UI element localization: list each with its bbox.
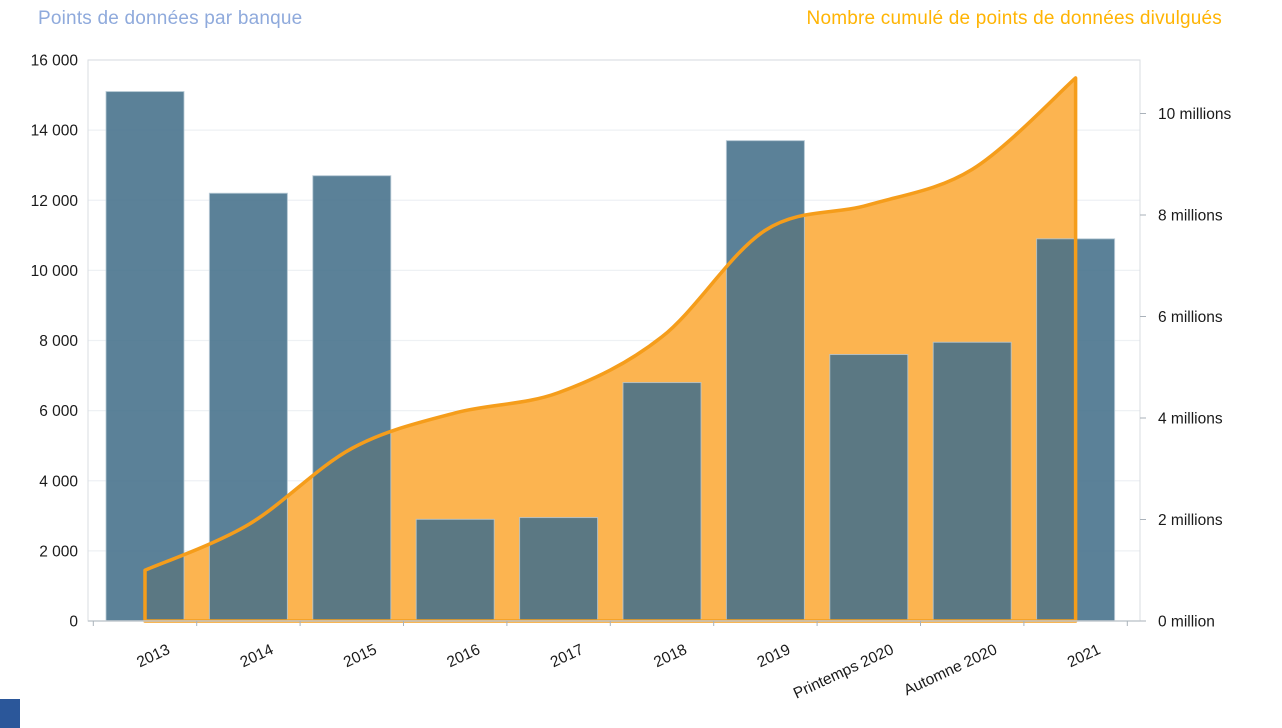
left-series-title: Points de données par banque: [38, 8, 303, 29]
left-axis-label: 14 000: [31, 123, 79, 140]
right-axis-label: 10 millions: [1158, 106, 1231, 123]
x-axis-label: 2013: [134, 641, 172, 671]
right-axis-label: 4 millions: [1158, 411, 1223, 428]
right-axis-label: 8 millions: [1158, 208, 1223, 225]
bar-2013: [105, 91, 185, 622]
bar-2018: [622, 382, 702, 622]
left-axis-label: 10 000: [31, 263, 79, 280]
left-axis-label: 2 000: [39, 543, 78, 560]
bar-2014: [208, 192, 288, 622]
x-axis-label: 2016: [444, 641, 482, 671]
bar-automne-2020: [932, 341, 1012, 622]
bar-2016: [415, 518, 495, 622]
left-axis-label: 8 000: [39, 333, 78, 350]
x-axis-label: 2015: [341, 641, 379, 671]
x-axis-label: 2019: [755, 641, 793, 671]
x-axis-label: Automne 2020: [901, 641, 1000, 699]
left-axis-label: 12 000: [31, 193, 79, 210]
left-axis-label: 16 000: [31, 53, 79, 70]
right-axis-label: 2 millions: [1158, 512, 1223, 529]
bar-printemps-2020: [829, 354, 909, 622]
bar-2017: [519, 517, 599, 622]
bar-2019: [725, 140, 805, 622]
bar-2015: [312, 175, 392, 622]
x-axis-label: 2014: [238, 641, 277, 671]
x-axis-label: 2017: [548, 641, 586, 671]
right-axis-label: 6 millions: [1158, 309, 1223, 326]
blue-corner-artifact: [0, 699, 20, 728]
right-axis-label: 0 million: [1158, 614, 1215, 631]
left-axis-label: 4 000: [39, 473, 78, 490]
left-axis-label: 0: [69, 614, 78, 631]
x-axis-label: 2021: [1065, 641, 1103, 671]
cumulative-line: [143, 76, 1078, 623]
right-series-title: Nombre cumulé de points de données divul…: [806, 8, 1222, 29]
x-axis-label: 2018: [651, 641, 689, 671]
x-axis-label: Printemps 2020: [791, 641, 897, 702]
left-axis-label: 6 000: [39, 403, 78, 420]
